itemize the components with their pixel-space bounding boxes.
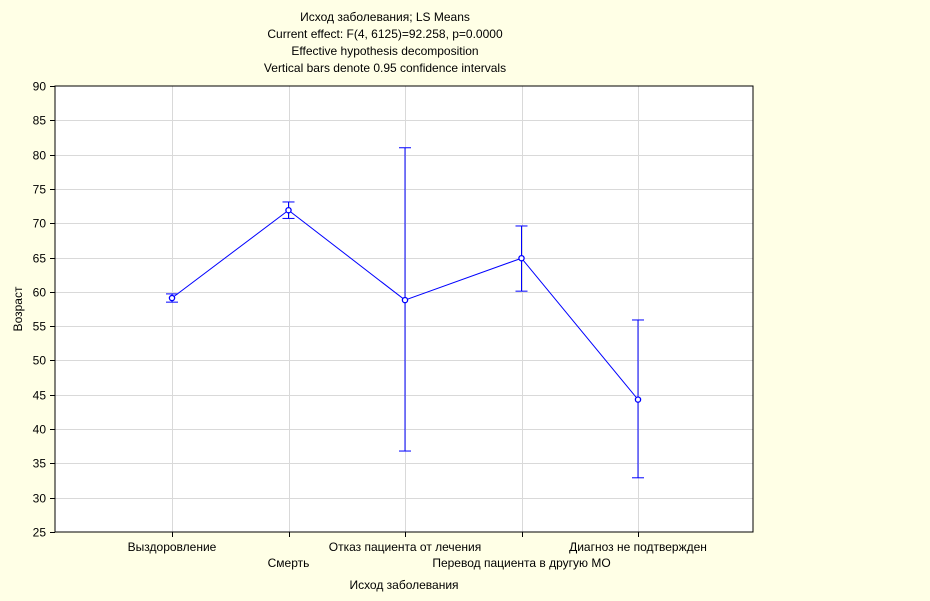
y-tick-label: 75: [33, 183, 47, 197]
x-tick-label: Отказ пациента от лечения: [329, 540, 481, 554]
x-tick-label: Перевод пациента в другую МО: [432, 556, 610, 570]
series-group: [166, 147, 644, 479]
y-tick-label: 80: [33, 149, 47, 163]
y-tick-label: 70: [33, 217, 47, 231]
y-axis-label: Возраст: [11, 286, 25, 331]
y-tick-label: 55: [33, 320, 47, 334]
data-point: [168, 294, 176, 302]
y-tick-label: 35: [33, 457, 47, 471]
data-point: [401, 296, 409, 304]
x-axis-label: Исход заболевания: [349, 578, 458, 592]
x-tick-label: Выздоровление: [128, 540, 217, 554]
x-tick-label: Диагноз не подтвержден: [569, 540, 707, 554]
x-tick-label: Смерть: [268, 556, 310, 570]
y-tick-label: 60: [33, 286, 47, 300]
y-axis: 25 30 35 40 45 50 55 60 65 70 75 80 85 90: [33, 80, 55, 540]
title-line: Effective hypothesis decomposition: [291, 44, 478, 58]
y-tick-label: 40: [33, 423, 47, 437]
chart-title: Исход заболевания; LS Means Current effec…: [264, 10, 506, 75]
x-axis: Выздоровление Смерть Отказ пациента от леч…: [128, 532, 707, 570]
y-tick-label: 65: [33, 252, 47, 266]
data-point: [634, 396, 642, 403]
data-point: [518, 254, 525, 262]
data-point: [285, 206, 292, 214]
y-tick-label: 25: [33, 526, 47, 540]
title-line: Vertical bars denote 0.95 confidence int…: [264, 61, 506, 75]
plot-area: [55, 86, 753, 532]
y-tick-label: 30: [33, 492, 47, 506]
title-line: Current effect: F(4, 6125)=92.258, p=0.0…: [267, 27, 503, 41]
y-tick-label: 45: [33, 389, 47, 403]
y-tick-label: 85: [33, 114, 47, 128]
y-tick-label: 90: [33, 80, 47, 94]
y-tick-label: 50: [33, 354, 47, 368]
plot-frame: [54, 85, 754, 533]
title-line: Исход заболевания; LS Means: [300, 10, 470, 24]
grid: [55, 86, 753, 532]
